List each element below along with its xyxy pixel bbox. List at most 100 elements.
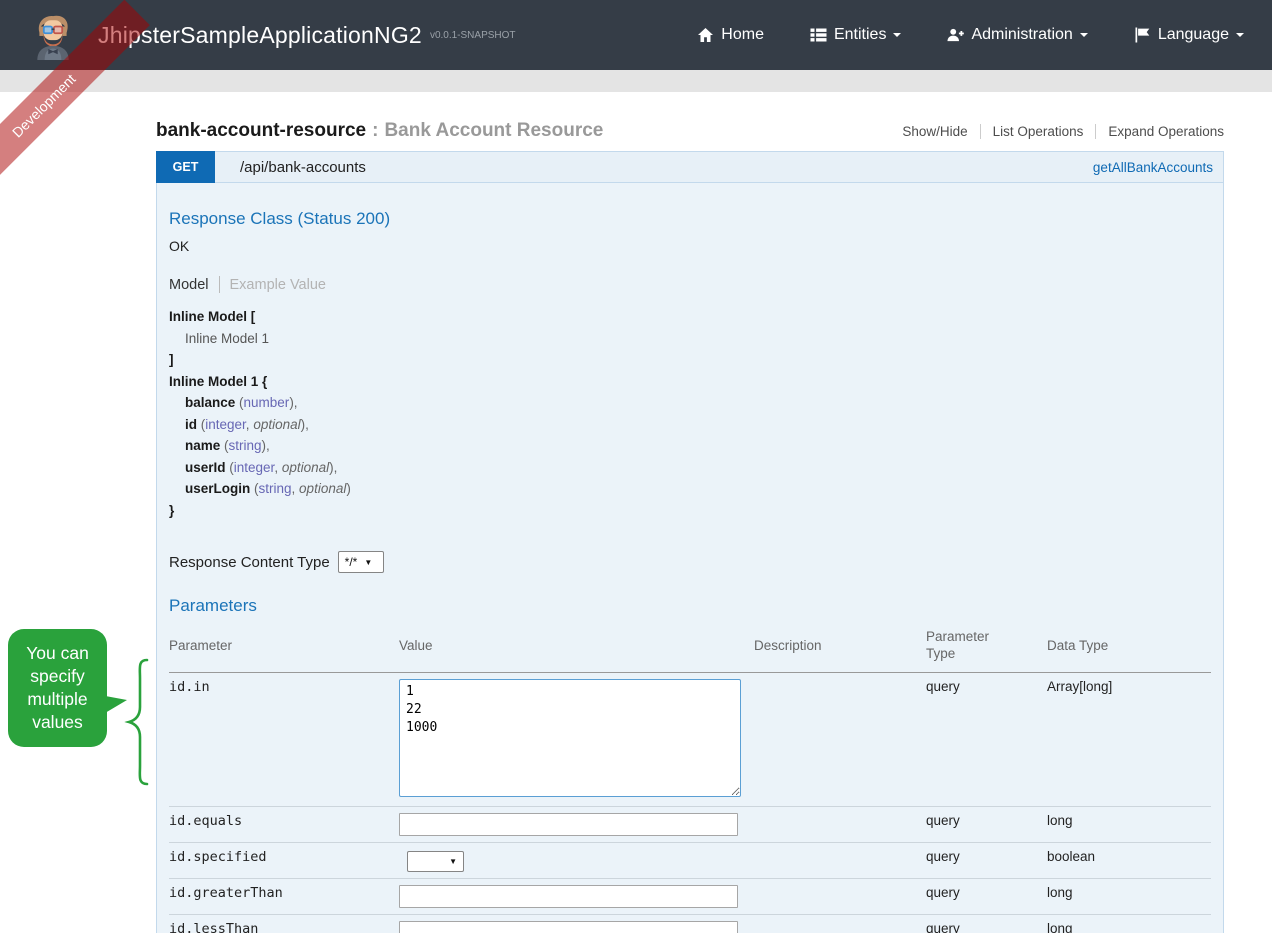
parameters-table: Parameter Value Description Parameter Ty…: [169, 624, 1211, 933]
param-type: query: [926, 672, 1047, 807]
param-description: [754, 806, 926, 843]
id-lessthan-input[interactable]: [399, 920, 738, 933]
expand-operations-link[interactable]: Expand Operations: [1108, 124, 1224, 139]
col-header-parameter-type: Parameter Type: [926, 624, 1047, 673]
tab-divider: [218, 276, 220, 293]
resource-name: Bank Account Resource: [384, 120, 604, 141]
app-title: JhipsterSampleApplicationNG2: [98, 21, 422, 48]
id-specified-select[interactable]: ▼: [407, 850, 464, 872]
model-signature: Inline Model [ Inline Model 1 ] Inline M…: [169, 306, 1211, 521]
resource-header: bank-account-resource: Bank Account Resou…: [156, 120, 1224, 142]
model-property: balance (number),: [185, 395, 298, 410]
tab-example-value[interactable]: Example Value: [229, 276, 326, 293]
endpoint-content: Response Class (Status 200) OK Model Exa…: [156, 183, 1224, 933]
endpoint-path[interactable]: /api/bank-accounts: [240, 158, 366, 176]
param-type: query: [926, 914, 1047, 933]
nav-item-label: Administration: [971, 26, 1073, 43]
nav-item-language[interactable]: Language: [1134, 26, 1244, 44]
resource-links: Show/Hide List Operations Expand Operati…: [902, 124, 1224, 139]
param-description: [754, 672, 926, 807]
model-array-item: Inline Model 1: [185, 330, 270, 346]
parameters-header-row: Parameter Value Description Parameter Ty…: [169, 624, 1211, 673]
param-name: id.specified: [169, 842, 399, 879]
col-header-data-type: Data Type: [1047, 624, 1211, 673]
param-name: id.greaterThan: [169, 878, 399, 915]
param-row-id-equals: id.equals query long: [169, 806, 1211, 843]
selected-content-type: */*: [344, 555, 358, 569]
nav-item-administration[interactable]: Administration: [947, 26, 1088, 44]
response-content-type-label: Response Content Type: [169, 553, 330, 571]
model-property: userLogin (string, optional): [185, 481, 351, 496]
chevron-down-icon: [1079, 33, 1088, 37]
navbar-menu: Home Entities Administration: [697, 26, 1272, 44]
nav-item-label: Home: [721, 26, 764, 43]
response-status-text: OK: [169, 238, 190, 254]
sub-navbar-strip: [0, 70, 1272, 92]
nav-item-entities[interactable]: Entities: [810, 26, 902, 44]
flag-icon: [1135, 27, 1150, 43]
resource-title: bank-account-resource: Bank Account Resou…: [156, 120, 603, 142]
param-name: id.equals: [169, 806, 399, 843]
model-property: name (string),: [185, 438, 270, 453]
user-plus-icon: [947, 28, 965, 42]
param-row-id-specified: id.specified ▼ query boolean: [169, 842, 1211, 879]
list-icon: [810, 28, 827, 42]
link-divider: [1095, 124, 1097, 139]
model-object-open: Inline Model 1 {: [169, 373, 268, 389]
http-method-badge[interactable]: GET: [156, 151, 215, 183]
select-arrow-icon: ▼: [364, 557, 373, 567]
home-icon: [698, 28, 714, 42]
list-operations-link[interactable]: List Operations: [992, 124, 1084, 139]
response-class-heading: Response Class (Status 200): [169, 209, 391, 228]
model-property: id (integer, optional),: [185, 416, 309, 432]
id-in-textarea[interactable]: 1 22 1000: [399, 679, 741, 797]
response-content-type-row: Response Content Type */* ▼: [169, 551, 1211, 573]
col-header-value: Value: [399, 624, 754, 673]
navbar-brand[interactable]: JhipsterSampleApplicationNG2 v0.0.1-SNAP…: [30, 8, 516, 62]
annotation-brace: [124, 658, 149, 786]
select-arrow-icon: ▼: [449, 856, 457, 866]
param-description: [754, 878, 926, 915]
param-row-id-lessthan: id.lessThan query long: [169, 914, 1211, 933]
param-data-type: boolean: [1047, 842, 1211, 879]
param-description: [754, 914, 926, 933]
model-tabs: Model Example Value: [169, 276, 1211, 293]
param-data-type: long: [1047, 806, 1211, 843]
param-row-id-in: id.in 1 22 1000 query Array[long]: [169, 672, 1211, 807]
nav-item-label: Entities: [833, 26, 887, 43]
param-data-type: long: [1047, 878, 1211, 915]
response-content-type-select[interactable]: */* ▼: [337, 551, 384, 573]
resource-id: bank-account-resource: [156, 120, 367, 141]
col-header-parameter: Parameter: [169, 624, 399, 673]
app-version: v0.0.1-SNAPSHOT: [429, 29, 516, 41]
param-description: [754, 842, 926, 879]
operation-nickname-link[interactable]: getAllBankAccounts: [1092, 159, 1213, 175]
param-data-type: Array[long]: [1047, 672, 1211, 807]
annotation-bubble: You can specify multiple values: [8, 629, 127, 747]
param-type: query: [926, 806, 1047, 843]
jhipster-logo-icon: [37, 15, 69, 60]
param-data-type: long: [1047, 914, 1211, 933]
model-array-close: ]: [169, 352, 174, 367]
model-object-close: }: [169, 502, 175, 518]
model-array-open: Inline Model [: [169, 309, 256, 324]
swagger-resource: bank-account-resource: Bank Account Resou…: [156, 120, 1224, 933]
param-row-id-greaterthan: id.greaterThan query long: [169, 878, 1211, 915]
link-divider: [979, 124, 981, 139]
id-greaterthan-input[interactable]: [399, 884, 738, 908]
col-header-description: Description: [754, 624, 926, 673]
chevron-down-icon: [1236, 33, 1244, 37]
nav-item-home[interactable]: Home: [697, 26, 764, 44]
param-type: query: [926, 842, 1047, 879]
param-name: id.in: [169, 672, 399, 807]
top-navbar: JhipsterSampleApplicationNG2 v0.0.1-SNAP…: [0, 0, 1272, 70]
endpoint-heading: GET /api/bank-accounts getAllBankAccount…: [156, 151, 1224, 183]
parameters-heading: Parameters: [169, 596, 257, 615]
chevron-down-icon: [893, 33, 902, 37]
id-equals-input[interactable]: [399, 813, 738, 836]
resource-separator: :: [372, 120, 379, 141]
model-property: userId (integer, optional),: [185, 459, 338, 475]
show-hide-link[interactable]: Show/Hide: [902, 124, 968, 139]
param-type: query: [926, 878, 1047, 915]
tab-model[interactable]: Model: [169, 276, 209, 293]
